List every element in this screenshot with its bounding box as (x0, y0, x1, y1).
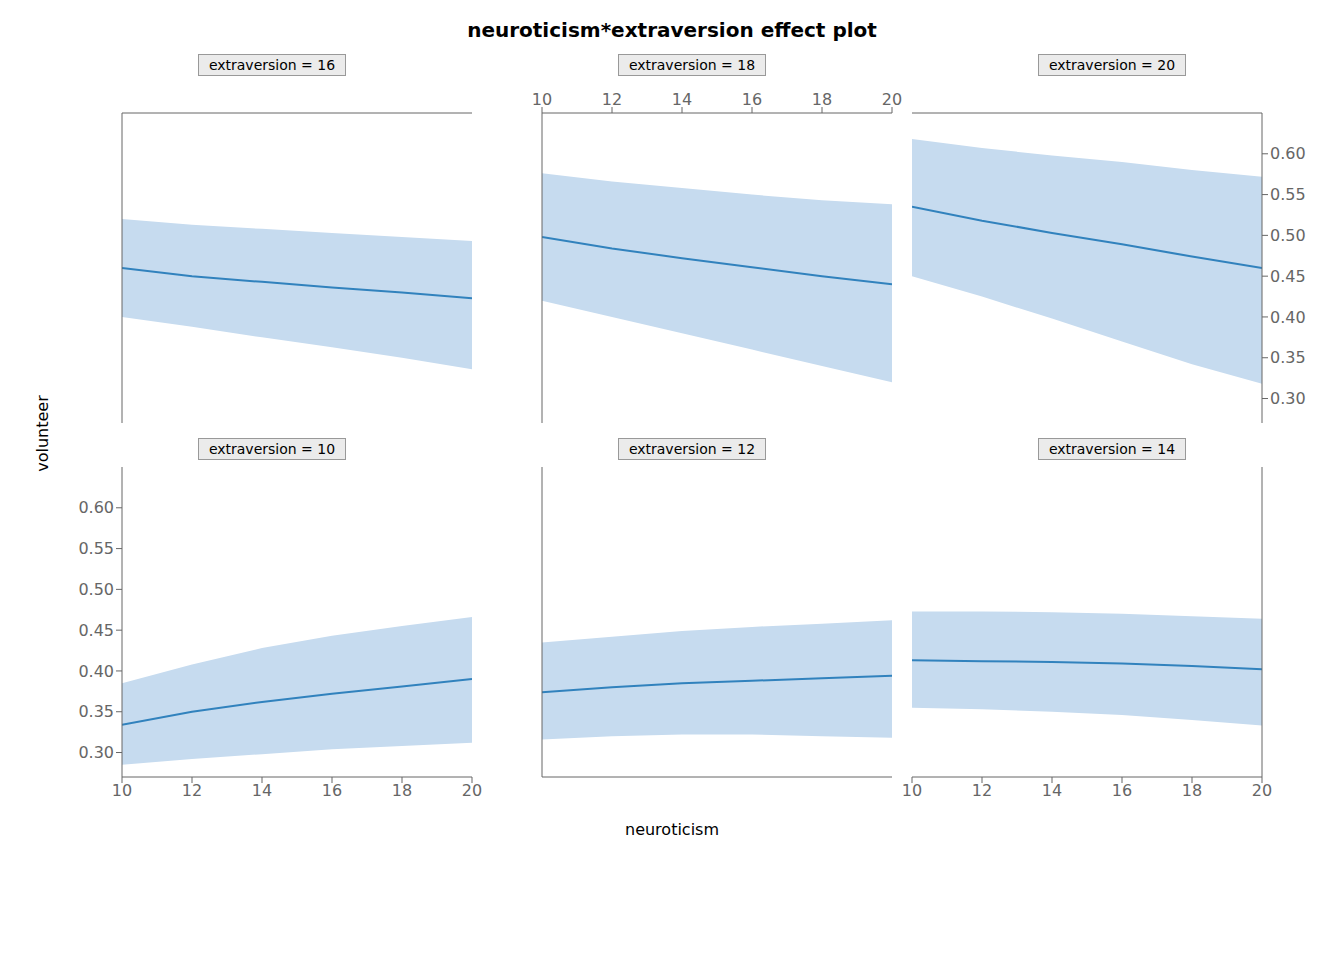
html-text:extraversion = 12: extraversion = 12 (628, 441, 756, 457)
svg-text:0.55: 0.55 (1270, 185, 1306, 204)
svg-text:0.35: 0.35 (1270, 348, 1306, 367)
html-text:extraversion = 16: extraversion = 16 (208, 57, 336, 73)
svg-text:16: 16 (322, 781, 342, 800)
svg-text:14: 14 (1042, 781, 1062, 800)
svg-text:10: 10 (112, 781, 132, 800)
svg-text:16: 16 (742, 90, 762, 109)
svg-text:10: 10 (902, 781, 922, 800)
svg-text:0.30: 0.30 (78, 743, 114, 762)
svg-text:0.60: 0.60 (78, 498, 114, 517)
svg-text:0.45: 0.45 (78, 621, 114, 640)
svg-text:0.40: 0.40 (78, 662, 114, 681)
svg-text:10: 10 (532, 90, 552, 109)
html-text:extraversion = 14: extraversion = 14 (1048, 441, 1176, 457)
html-text:neuroticism: neuroticism (625, 820, 719, 839)
html-text:extraversion = 20: extraversion = 20 (1048, 57, 1176, 73)
svg-text:20: 20 (882, 90, 902, 109)
html-text:neuroticism*extraversion effec: neuroticism*extraversion effect plot (467, 18, 877, 42)
svg-text:12: 12 (602, 90, 622, 109)
svg-text:0.45: 0.45 (1270, 267, 1306, 286)
svg-text:14: 14 (672, 90, 692, 109)
svg-text:14: 14 (252, 781, 272, 800)
svg-text:0.60: 0.60 (1270, 144, 1306, 163)
svg-text:18: 18 (392, 781, 412, 800)
svg-text:16: 16 (1112, 781, 1132, 800)
html-text:extraversion = 18: extraversion = 18 (628, 57, 756, 73)
svg-text:0.30: 0.30 (1270, 389, 1306, 408)
html-text:volunteer: volunteer (32, 394, 52, 472)
svg-text:0.50: 0.50 (78, 580, 114, 599)
svg-text:18: 18 (1182, 781, 1202, 800)
svg-text:20: 20 (1252, 781, 1272, 800)
svg-text:12: 12 (182, 781, 202, 800)
svg-text:12: 12 (972, 781, 992, 800)
svg-text:0.55: 0.55 (78, 539, 114, 558)
svg-text:0.50: 0.50 (1270, 226, 1306, 245)
svg-text:0.40: 0.40 (1270, 308, 1306, 327)
svg-text:20: 20 (462, 781, 482, 800)
svg-text:0.35: 0.35 (78, 702, 114, 721)
svg-text:18: 18 (812, 90, 832, 109)
html-text:extraversion = 10: extraversion = 10 (208, 441, 336, 457)
